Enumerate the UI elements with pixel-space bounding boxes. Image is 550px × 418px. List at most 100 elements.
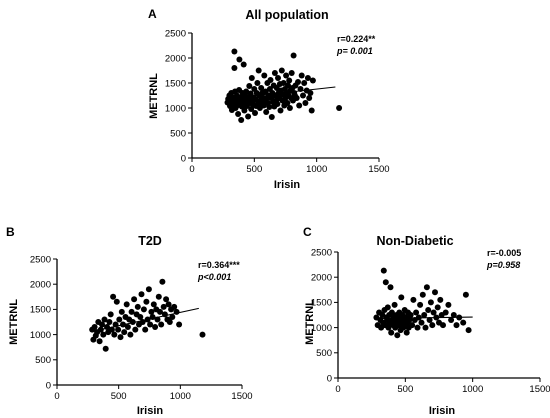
x-tick-label: 500 (397, 384, 413, 395)
data-point (241, 107, 248, 114)
y-axis-title: METRNL (148, 73, 160, 119)
data-point (137, 314, 144, 320)
data-point (295, 79, 301, 85)
data-point (430, 309, 437, 316)
data-point (465, 327, 472, 334)
data-point (106, 319, 113, 325)
data-point (274, 101, 281, 107)
data-point (107, 311, 114, 318)
trend-line (375, 316, 473, 320)
data-point (261, 72, 268, 79)
data-point (231, 65, 238, 71)
data-point (118, 308, 125, 315)
data-point (140, 306, 147, 313)
data-point (403, 329, 410, 336)
data-point (246, 83, 253, 89)
data-point (423, 284, 430, 291)
data-point (391, 301, 398, 308)
data-point (398, 294, 405, 301)
x-axis-title: Irisin (429, 405, 456, 417)
y-tick-label: 2500 (30, 254, 51, 265)
panel-label: C (303, 225, 312, 239)
data-point (453, 322, 460, 329)
data-point (236, 56, 243, 63)
panel-label: A (148, 7, 157, 21)
y-tick-label: 1500 (165, 78, 186, 89)
data-point (277, 107, 284, 114)
y-tick-label: 1000 (30, 330, 51, 341)
data-point (102, 345, 109, 352)
data-point (410, 296, 417, 303)
trend-line (226, 86, 336, 100)
data-point (450, 312, 457, 318)
data-point (380, 267, 387, 274)
data-point (382, 279, 389, 286)
data-point (117, 334, 124, 341)
panel-c: C Non-Diabetic r=-0.005 p=0.958 METRNL I… (303, 225, 550, 417)
data-point (437, 296, 444, 303)
data-point (108, 326, 115, 333)
data-point (240, 61, 247, 68)
data-point (171, 303, 178, 310)
x-tick-label: 0 (54, 391, 59, 402)
data-point (418, 319, 425, 326)
y-tick-label: 1000 (311, 323, 332, 334)
x-tick-label: 1000 (462, 384, 483, 395)
data-point (145, 286, 152, 293)
trend-line (91, 307, 199, 333)
data-point (286, 77, 293, 84)
data-point (160, 303, 167, 310)
data-point (99, 321, 105, 328)
y-tick-label: 2000 (165, 53, 186, 64)
data-point (263, 109, 270, 115)
data-point (128, 308, 135, 315)
y-tick-label: 0 (181, 153, 186, 164)
data-point (116, 316, 123, 323)
data-point (387, 284, 394, 291)
chart-title: All population (245, 8, 328, 22)
correlation-r: r=-0.005 (487, 248, 521, 258)
y-tick-label: 1500 (30, 305, 51, 316)
data-point (407, 312, 414, 318)
x-tick-label: 500 (111, 391, 127, 402)
data-point (306, 95, 313, 101)
data-point (460, 319, 467, 326)
data-point (131, 296, 138, 303)
data-point (285, 82, 291, 89)
data-point (110, 293, 117, 300)
panel-a: A All population r=0.224** p= 0.001 METR… (148, 7, 390, 191)
plot-area: 0 500 1000 1500 2000 2500 0 500 1000 1500 (30, 254, 253, 402)
data-point (100, 331, 107, 338)
data-point (124, 324, 131, 330)
data-point (166, 319, 173, 325)
data-point (231, 48, 238, 55)
data-point (143, 298, 150, 305)
data-point (442, 309, 449, 316)
x-axis-title: Irisin (274, 179, 301, 191)
x-axis-title: Irisin (137, 405, 164, 417)
p-value: p<0.001 (197, 272, 231, 282)
data-point (248, 75, 255, 81)
y-tick-label: 0 (327, 373, 332, 384)
data-point (159, 278, 166, 285)
x-tick-label: 1000 (306, 164, 327, 175)
data-point (127, 331, 134, 338)
y-axis-title: METRNL (304, 299, 316, 345)
data-point (388, 309, 395, 316)
data-point (409, 322, 416, 329)
data-point (462, 291, 469, 298)
y-tick-label: 2500 (165, 28, 186, 39)
data-point (300, 92, 306, 99)
y-tick-label: 1000 (165, 103, 186, 114)
x-tick-label: 1500 (231, 391, 252, 402)
y-tick-label: 1500 (311, 298, 332, 309)
data-point (254, 80, 261, 86)
data-point (413, 309, 420, 316)
x-tick-label: 1500 (368, 164, 389, 175)
correlation-r: r=0.364*** (198, 260, 240, 270)
data-point (302, 100, 309, 106)
y-axis-title: METRNL (8, 299, 20, 345)
data-point (96, 338, 103, 345)
chart-title: Non-Diabetic (376, 234, 453, 248)
data-point (385, 324, 392, 331)
